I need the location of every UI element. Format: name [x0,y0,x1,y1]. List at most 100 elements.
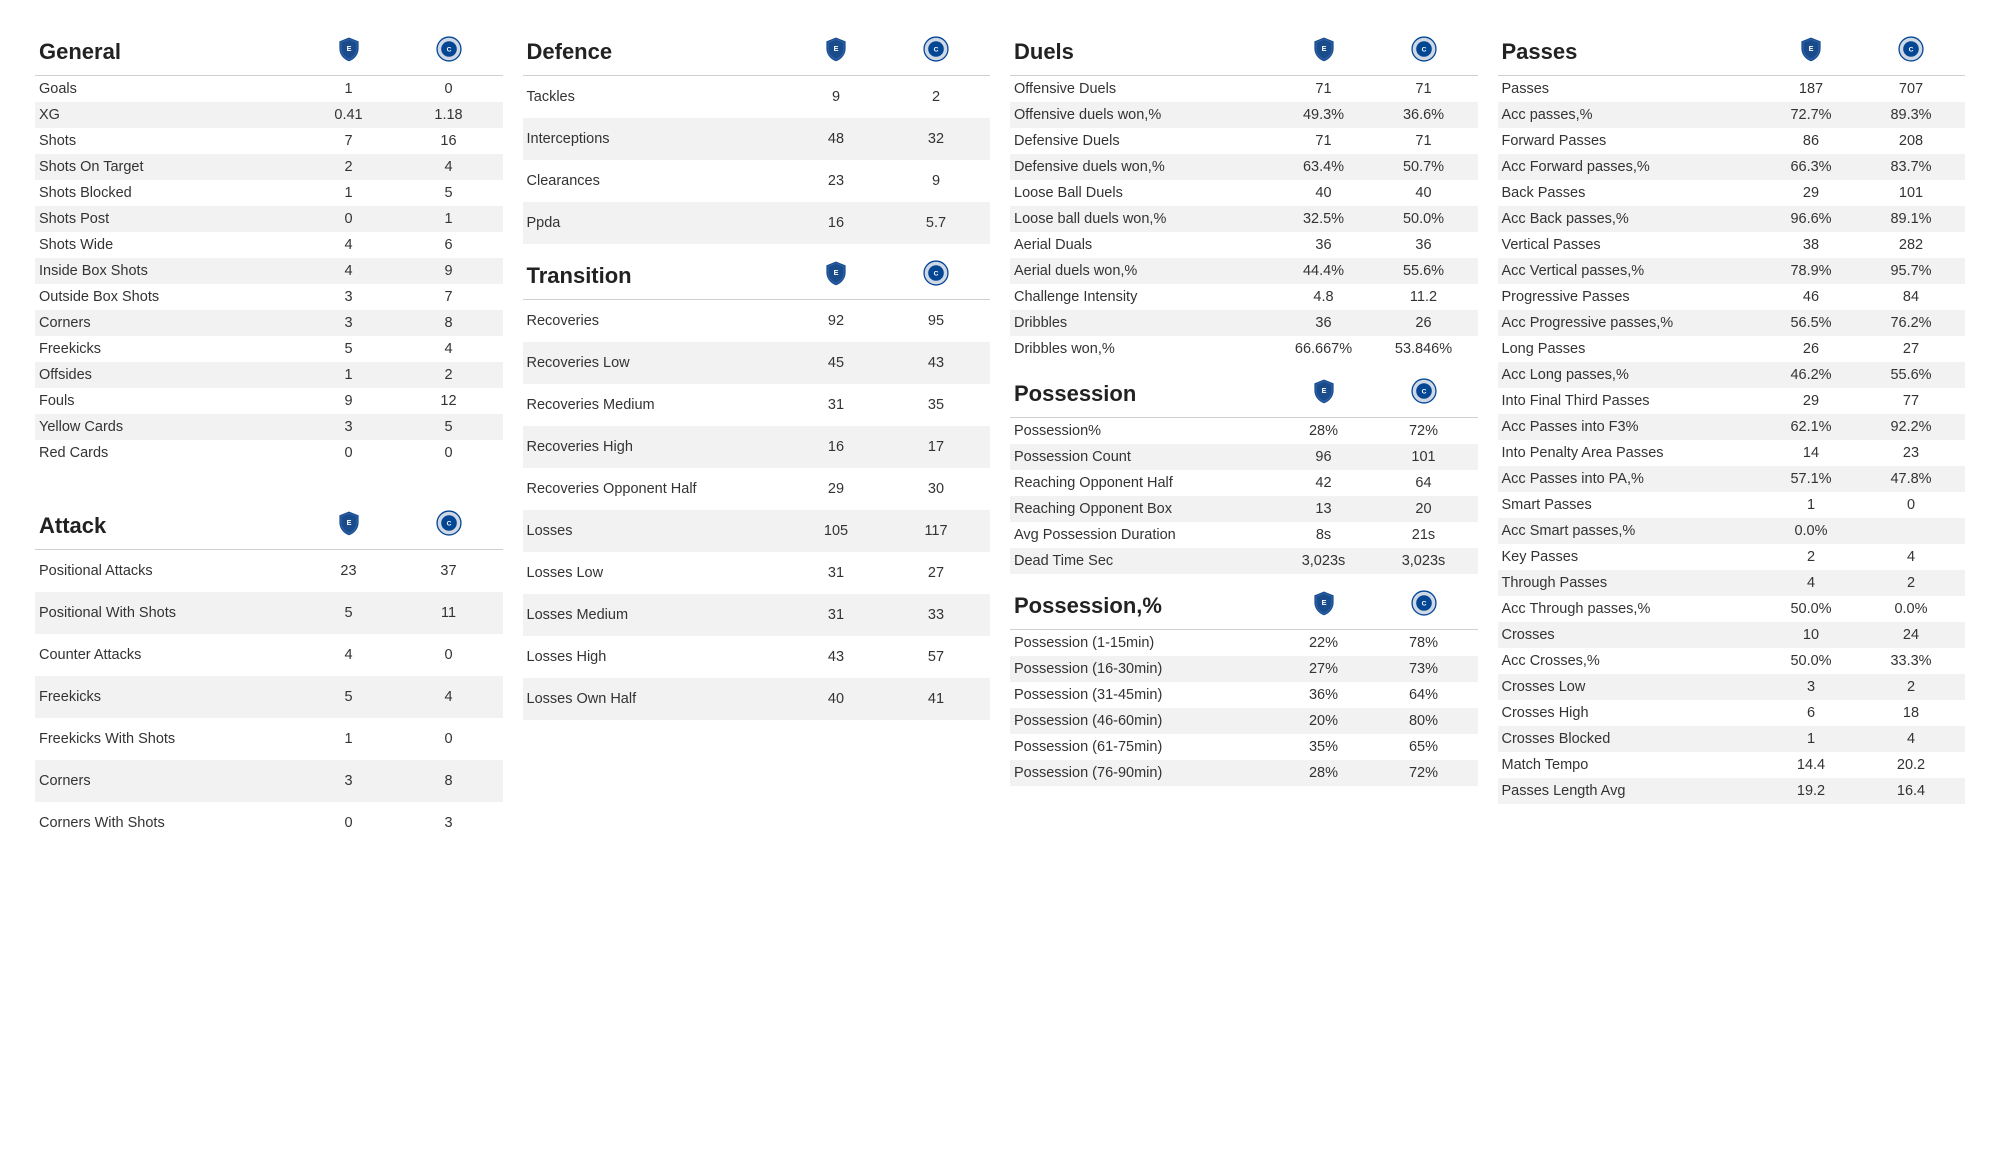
stat-label: Acc Passes into F3% [1502,419,1762,435]
team-b-badge-cell: C [399,36,499,67]
stat-value-team-b: 0 [399,647,499,663]
stat-row: Acc Through passes,%50.0%0.0% [1498,596,1966,622]
stat-label: Freekicks [39,341,299,357]
stat-value-team-b: 71 [1374,133,1474,149]
stat-row: Clearances239 [523,160,991,202]
stat-value-team-a: 96 [1274,449,1374,465]
column-2: Defence E C Tackles92Interceptions4832Cl… [523,30,991,854]
stat-value-team-b: 101 [1374,449,1474,465]
stat-value-team-b: 12 [399,393,499,409]
stat-value-team-a: 1 [299,367,399,383]
svg-text:E: E [346,44,351,53]
stat-value-team-a: 4 [299,263,399,279]
stat-row: Offensive duels won,%49.3%36.6% [1010,102,1478,128]
stat-value-team-a: 3 [299,289,399,305]
stat-value-team-a: 4 [1761,575,1861,591]
stat-value-team-b: 43 [886,355,986,371]
stat-value-team-b: 84 [1861,289,1961,305]
stat-row: Vertical Passes38282 [1498,232,1966,258]
stat-value-team-a: 38 [1761,237,1861,253]
stat-row: Yellow Cards35 [35,414,503,440]
stat-value-team-b: 57 [886,649,986,665]
stat-row: Acc Crosses,%50.0%33.3% [1498,648,1966,674]
section-title: General [39,39,299,65]
stat-value-team-b: 65% [1374,739,1474,755]
stat-row: Losses Medium3133 [523,594,991,636]
stat-value-team-a: 62.1% [1761,419,1861,435]
stat-value-team-b: 3 [399,815,499,831]
stat-value-team-a: 46.2% [1761,367,1861,383]
stat-value-team-b: 24 [1861,627,1961,643]
stat-row: Possession (1-15min)22%78% [1010,630,1478,656]
stat-value-team-b: 282 [1861,237,1961,253]
stat-value-team-a: 71 [1274,81,1374,97]
stat-label: Progressive Passes [1502,289,1762,305]
stat-value-team-b: 73% [1374,661,1474,677]
stat-row: Losses High4357 [523,636,991,678]
stat-label: Freekicks With Shots [39,731,299,747]
stat-row: Acc Forward passes,%66.3%83.7% [1498,154,1966,180]
section-header: Possession,% E C [1010,584,1478,630]
stat-row: Shots716 [35,128,503,154]
stat-value-team-a: 40 [1274,185,1374,201]
stat-label: Loose Ball Duels [1014,185,1274,201]
stat-value-team-b: 92.2% [1861,419,1961,435]
stat-label: Possession% [1014,423,1274,439]
stat-row: Shots Post01 [35,206,503,232]
stat-value-team-b: 55.6% [1374,263,1474,279]
stat-label: Acc Vertical passes,% [1502,263,1762,279]
stat-label: Acc Crosses,% [1502,653,1762,669]
stat-value-team-a: 28% [1274,423,1374,439]
stat-label: Match Tempo [1502,757,1762,773]
svg-text:C: C [1909,46,1914,53]
stat-row: Avg Possession Duration8s21s [1010,522,1478,548]
stat-label: Reaching Opponent Box [1014,501,1274,517]
stat-label: Offsides [39,367,299,383]
stat-value-team-b: 30 [886,481,986,497]
team-a-badge-cell: E [1274,36,1374,67]
stat-value-team-a: 66.3% [1761,159,1861,175]
stat-value-team-b: 41 [886,691,986,707]
stat-label: Possession (76-90min) [1014,765,1274,781]
stat-row: Acc Smart passes,%0.0% [1498,518,1966,544]
stat-value-team-b: 95.7% [1861,263,1961,279]
stat-label: Recoveries High [527,439,787,455]
stat-row: Acc Passes into PA,%57.1%47.8% [1498,466,1966,492]
stat-row: Offsides12 [35,362,503,388]
stat-value-team-a: 4 [299,647,399,663]
stat-row: Crosses1024 [1498,622,1966,648]
svg-text:E: E [834,44,839,53]
stat-row: Back Passes29101 [1498,180,1966,206]
stat-value-team-b: 76.2% [1861,315,1961,331]
stat-row: Tackles92 [523,76,991,118]
stat-value-team-a: 71 [1274,133,1374,149]
stat-value-team-a: 1 [299,81,399,97]
section-title: Passes [1502,39,1762,65]
stat-label: Acc Long passes,% [1502,367,1762,383]
stat-label: Shots On Target [39,159,299,175]
stat-row: Goals10 [35,76,503,102]
stat-row: Forward Passes86208 [1498,128,1966,154]
stat-label: Shots [39,133,299,149]
stat-value-team-b: 36.6% [1374,107,1474,123]
stat-value-team-a: 14.4 [1761,757,1861,773]
section-rows: Goals10XG0.411.18Shots716Shots On Target… [35,76,503,466]
stat-value-team-b: 78% [1374,635,1474,651]
stat-value-team-a: 187 [1761,81,1861,97]
team-a-badge-icon: E [336,510,362,536]
stat-value-team-a: 0.0% [1761,523,1861,539]
stat-value-team-a: 72.7% [1761,107,1861,123]
stat-row: Acc Passes into F3%62.1%92.2% [1498,414,1966,440]
svg-text:C: C [446,520,451,527]
stat-label: Acc Through passes,% [1502,601,1762,617]
svg-text:E: E [834,268,839,277]
stat-row: Corners38 [35,310,503,336]
stat-value-team-b: 4 [399,159,499,175]
stat-value-team-b: 208 [1861,133,1961,149]
stat-value-team-b: 3,023s [1374,553,1474,569]
stat-label: Possession (16-30min) [1014,661,1274,677]
stat-value-team-b: 7 [399,289,499,305]
team-b-badge-icon: C [1411,590,1437,616]
team-b-badge-icon: C [923,36,949,62]
stat-row: Passes Length Avg19.216.4 [1498,778,1966,804]
